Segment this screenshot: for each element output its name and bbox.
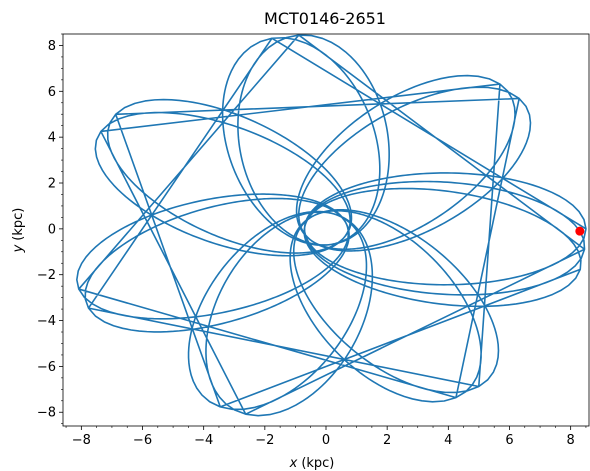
x-tick-label: 4: [444, 433, 452, 448]
x-tick-label: −8: [72, 433, 91, 448]
y-axis-variable: y: [11, 244, 26, 253]
x-tick-label: −2: [255, 433, 274, 448]
y-tick-label: 2: [48, 177, 56, 192]
y-axis-unit: (kpc): [11, 208, 26, 241]
y-tick-label: −8: [37, 406, 56, 421]
y-tick-label: −4: [37, 314, 56, 329]
x-tick-label: 8: [567, 433, 575, 448]
x-tick-label: 0: [322, 433, 330, 448]
y-tick-label: 6: [48, 85, 56, 100]
y-tick-label: 4: [48, 131, 56, 146]
y-tick-label: 8: [48, 39, 56, 54]
x-axis-ticks: −8 −6 −4 −2 0 2 4 6 8: [65, 426, 587, 448]
y-tick-label: 0: [48, 222, 56, 237]
x-tick-label: 6: [505, 433, 513, 448]
y-tick-label: −2: [37, 268, 56, 283]
orbit-line: [76, 34, 587, 417]
y-axis-label: y (kpc): [11, 208, 26, 254]
x-tick-label: 2: [383, 433, 391, 448]
x-tick-label: −4: [194, 433, 213, 448]
current-position-point: [575, 226, 585, 236]
x-axis-label: x (kpc): [289, 456, 335, 471]
chart-title: MCT0146-2651: [264, 9, 386, 28]
x-tick-label: −6: [133, 433, 152, 448]
y-tick-label: −6: [37, 360, 56, 375]
y-axis-ticks: −8 −6 −4 −2 0 2 4 6 8: [37, 33, 63, 425]
x-axis-unit: (kpc): [301, 456, 334, 471]
plot-area: [76, 34, 587, 417]
x-axis-variable: x: [289, 456, 298, 471]
